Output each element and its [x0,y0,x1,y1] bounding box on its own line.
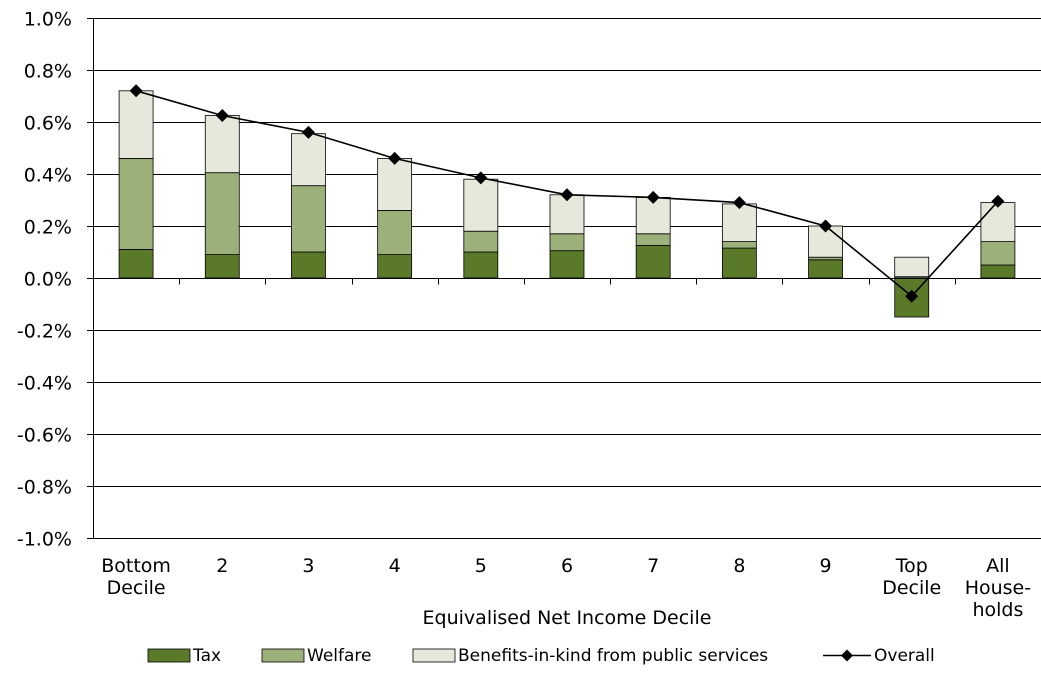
overall-point-marker [560,188,574,202]
legend-label-overall: Overall [874,646,935,666]
bar-segment-welfare [204,172,240,255]
overall-point-marker [388,151,402,165]
bar-segment-benefits-in-kind-from-public-services [377,157,413,211]
x-tick-label: 5 [475,555,487,577]
overall-point-marker [129,84,143,98]
bar-segment-tax [377,254,413,279]
y-tick-label: 0.8% [24,61,72,83]
legend-label-welfare: Welfare [307,646,371,666]
x-tick-label: 7 [647,555,659,577]
overall-point-marker [819,219,833,233]
y-tick-label: 0.6% [24,113,72,135]
x-axis-title: Equivalised Net Income Decile [423,607,712,629]
bar-segment-tax [118,248,154,279]
bar-segment-benefits-in-kind-from-public-services [980,202,1016,243]
x-tick-label: 9 [819,555,831,577]
legend-swatch-tax [147,648,191,663]
overall-point-marker [991,194,1005,208]
bar-segment-welfare [980,241,1016,266]
x-tick-label: 3 [302,555,314,577]
bar-segment-tax [980,264,1016,279]
bar-segment-welfare [377,209,413,255]
y-tick-label: 0.2% [24,217,72,239]
bar-segment-welfare [635,233,671,246]
x-tick-label: 8 [733,555,745,577]
legend: Tax Welfare Benefits-in-kind from public s… [147,646,935,666]
bar-segment-welfare [721,241,757,249]
bar-segment-benefits-in-kind-from-public-services [118,90,154,159]
bar-segment-benefits-in-kind-from-public-services [721,203,757,242]
bar-segment-tax [291,251,326,279]
bar-segment-welfare [463,230,499,253]
bar-segment-tax [635,245,671,279]
x-tick-label: 4 [389,555,401,577]
y-tick-label: -0.6% [17,425,72,447]
bar-segment-tax [463,251,499,279]
stacked-bars [118,90,1016,318]
bar-segment-benefits-in-kind-from-public-services [291,133,326,187]
x-tick-label: All House-holds [965,555,1031,621]
legend-label-benefits-in-kind-from-public-services: Benefits-in-kind from public services [458,646,768,666]
overall-point-marker [646,190,660,204]
bar-segment-tax [204,254,240,279]
y-tick-label: -0.4% [17,373,72,395]
y-tick-label: -0.2% [17,321,72,343]
y-tick-label: 1.0% [24,9,72,31]
bar-segment-benefits-in-kind-from-public-services [463,178,499,232]
legend-marker-overall [841,649,853,662]
bar-segment-tax [808,259,843,279]
bar-segment-welfare [549,233,585,252]
overall-line [129,84,1005,303]
overall-point-marker [215,109,229,122]
bar-segment-benefits-in-kind-from-public-services [894,256,930,278]
y-tick-label: 0.4% [24,165,72,187]
x-tick-label: Top Decile [882,555,941,599]
overall-point-marker [905,289,919,303]
x-tick-label: 2 [216,555,228,577]
legend-swatch-benefits-in-kind-from-public-services [412,648,456,663]
x-tick-label: 6 [561,555,573,577]
y-tick-label: 0.0% [24,269,72,291]
overall-point-marker [732,196,746,210]
axes [87,18,1041,539]
y-tick-labels: -1.0% -0.8% -0.6% -0.4% -0.2% 0.0% 0.2% 0.4% 0.6… [17,9,72,551]
x-tick-labels: Bottom Decile 2 3 4 5 6 7 8 9 Top Decile All House-ho… [101,555,1031,621]
bar-segment-tax [721,247,757,279]
overall-point-marker [301,125,315,139]
x-tick-label: Bottom Decile [101,555,171,599]
overall-point-marker [474,171,488,185]
bar-segment-tax [549,250,585,279]
y-tick-label: -0.8% [17,477,72,499]
bar-segment-welfare [291,185,326,253]
bar-segment-welfare [118,157,154,250]
bar-segment-benefits-in-kind-from-public-services [204,115,240,174]
y-tick-label: -1.0% [17,529,72,551]
legend-swatch-welfare [261,648,305,663]
legend-label-tax: Tax [192,646,221,666]
